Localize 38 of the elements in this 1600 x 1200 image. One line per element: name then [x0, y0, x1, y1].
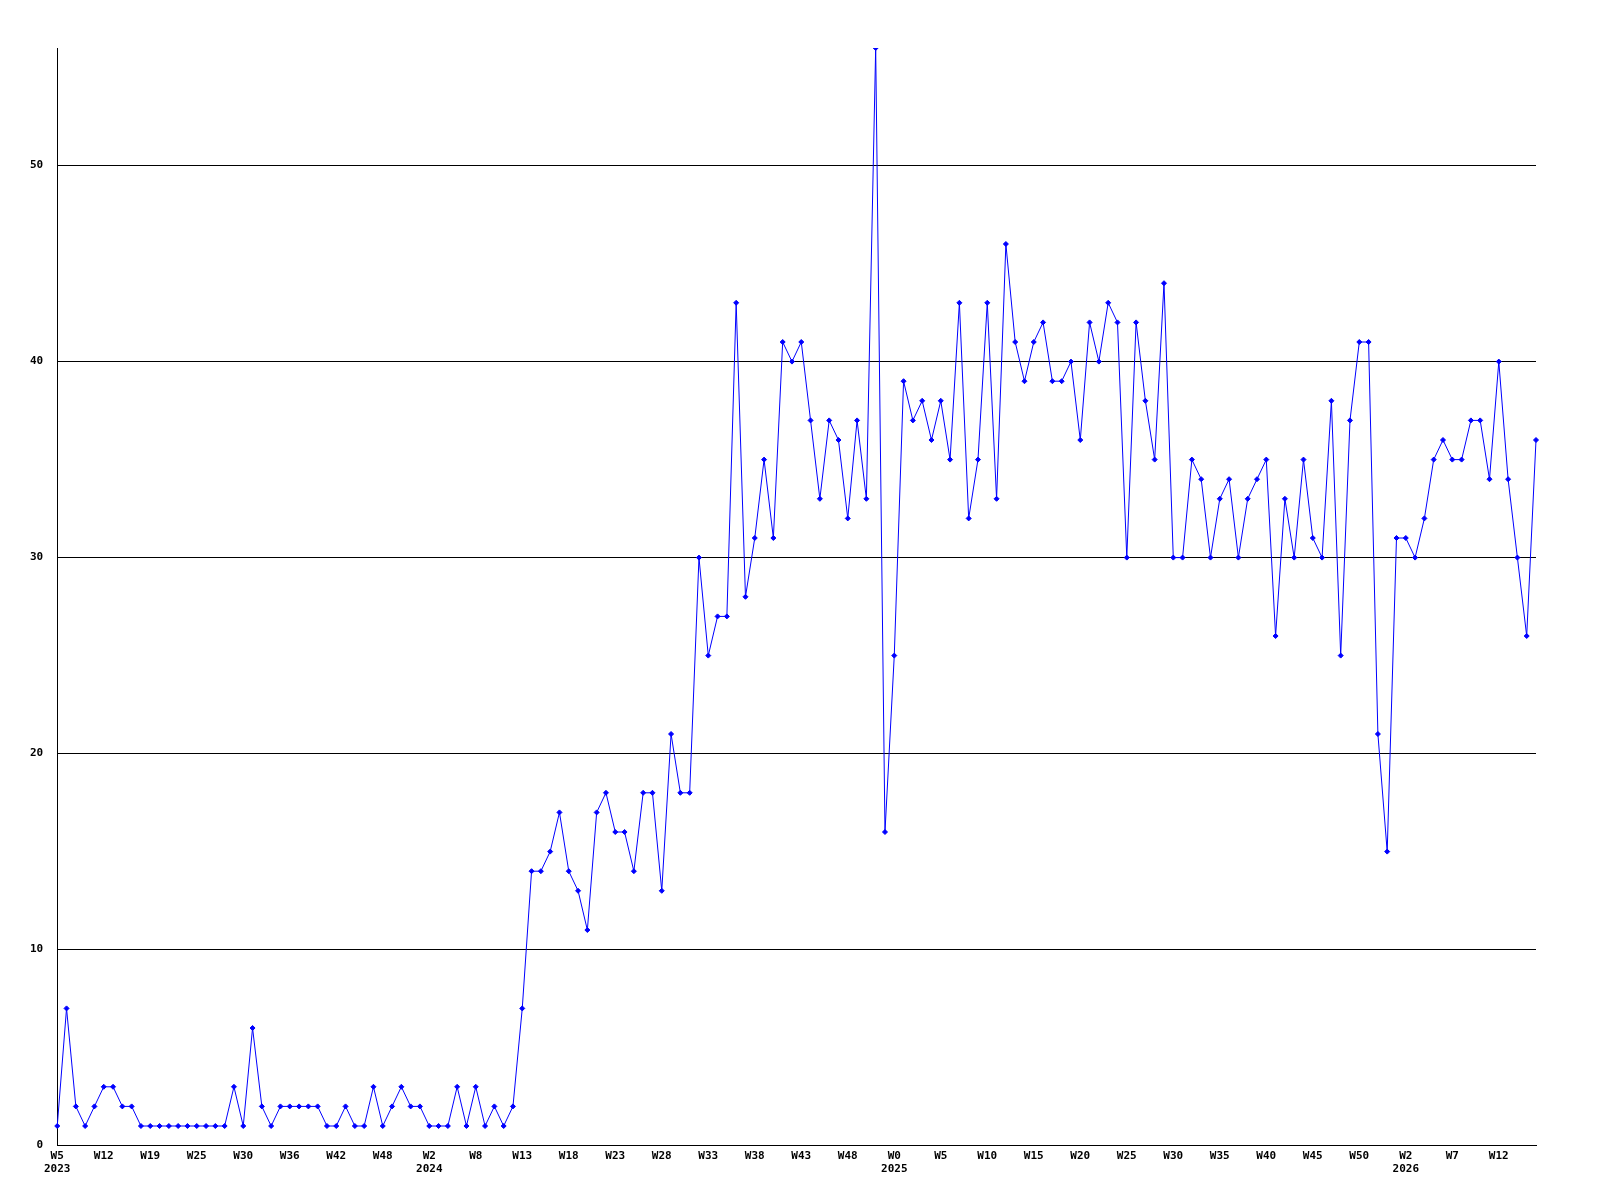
x-tick-label: W48 [837, 1149, 858, 1163]
x-tick-label: W42 [326, 1149, 347, 1163]
x-tick-label: W18 [558, 1149, 579, 1163]
x-tick-label: W20 [1070, 1149, 1091, 1163]
x-tick-label: W7 [1445, 1149, 1459, 1163]
x-tick-label: W50 [1349, 1149, 1370, 1163]
y-tick-label: 0 [36, 1138, 44, 1152]
x-tick-label: W38 [744, 1149, 765, 1163]
x-tick-label: W13 [512, 1149, 533, 1163]
y-tick-label: 20 [30, 746, 44, 760]
x-tick-label: W2 2026 [1392, 1149, 1420, 1176]
x-tick-label: W12 [1488, 1149, 1509, 1163]
x-tick-label: W5 [934, 1149, 948, 1163]
x-tick-label: W19 [140, 1149, 161, 1163]
x-tick-label: W2 2024 [416, 1149, 443, 1176]
x-tick-label: W25 [1116, 1149, 1137, 1163]
y-tick-label: 40 [30, 354, 44, 368]
x-tick-label: W43 [791, 1149, 812, 1163]
x-tick-label: W35 [1209, 1149, 1230, 1163]
x-tick-label: W33 [698, 1149, 719, 1163]
x-tick-label: W30 [1163, 1149, 1184, 1163]
x-tick-label: W10 [977, 1149, 998, 1163]
x-tick-label: W28 [651, 1149, 672, 1163]
x-tick-label: W0 2025 [881, 1149, 908, 1176]
y-tick-label: 50 [30, 158, 44, 172]
x-tick-label: W12 [93, 1149, 114, 1163]
x-tick-label: W25 [186, 1149, 207, 1163]
x-tick-label: W23 [605, 1149, 626, 1163]
x-tick-label: W45 [1302, 1149, 1323, 1163]
x-tick-label: W15 [1023, 1149, 1044, 1163]
y-tick-label: 10 [30, 942, 44, 956]
x-tick-label: W5 2023 [44, 1149, 71, 1176]
x-tick-label: W36 [279, 1149, 301, 1163]
y-tick-label: 30 [30, 550, 44, 564]
x-tick-label: W40 [1256, 1149, 1277, 1163]
x-tick-label: W8 [469, 1149, 483, 1163]
x-tick-label: W30 [233, 1149, 254, 1163]
x-tick-label: W48 [372, 1149, 393, 1163]
